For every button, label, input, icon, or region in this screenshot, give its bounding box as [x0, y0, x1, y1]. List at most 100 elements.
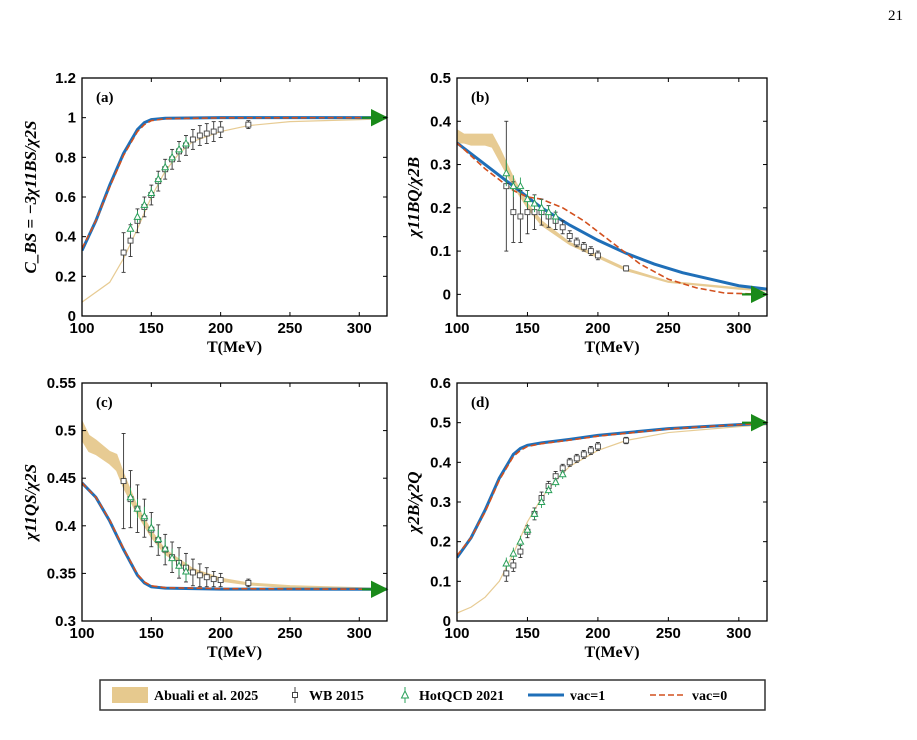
hotqcd-marker — [516, 181, 525, 190]
hotqcd-point — [181, 561, 191, 582]
hotqcd-marker — [523, 525, 532, 533]
hotqcd-marker — [154, 534, 163, 543]
wb-marker — [196, 572, 203, 579]
axes-frame — [81, 382, 388, 622]
hotqcd-marker — [154, 174, 163, 183]
wb-marker — [580, 243, 587, 250]
y-tick-label: 0.55 — [47, 375, 76, 392]
hotqcd-marker — [147, 188, 156, 197]
legend: Abuali et al. 2025 WB 2015 HotQCD 2021 vac=… — [99, 679, 766, 711]
legend-label: vac=0 — [692, 689, 727, 704]
hotqcd-marker — [551, 477, 560, 486]
x-tick-label: 200 — [208, 320, 233, 337]
hotqcd-marker — [544, 207, 553, 216]
wb-marker — [524, 209, 531, 216]
abuali-band — [457, 129, 767, 292]
wb-point — [120, 232, 127, 273]
wb-marker — [245, 121, 252, 128]
y-tick-label: 0.45 — [47, 470, 76, 487]
panel-label: (d) — [471, 395, 489, 411]
hotqcd-marker — [537, 203, 546, 211]
wb-marker — [510, 209, 517, 216]
hotqcd-point — [551, 209, 560, 223]
x-tick-label: 250 — [656, 320, 681, 337]
hotqcd-marker — [530, 509, 539, 517]
panel-label: (c) — [96, 395, 113, 411]
wb-marker — [573, 239, 580, 246]
wb-marker — [203, 574, 210, 581]
wb-marker — [559, 224, 566, 231]
wb-point — [566, 230, 573, 242]
y-tick-label: 0.8 — [55, 149, 76, 166]
wb-point — [623, 436, 630, 445]
wb-marker — [189, 136, 196, 143]
y-tick-label: 0.4 — [430, 454, 452, 471]
y-tick-label: 0.2 — [430, 534, 451, 551]
hotqcd-marker — [544, 485, 553, 494]
hotqcd-marker — [168, 152, 177, 161]
legend-label: vac=1 — [570, 689, 605, 704]
y-tick-label: 0 — [443, 286, 451, 303]
wb-point — [217, 121, 224, 138]
chart-panel-3: 100 150 200 250 300 0.3 0.35 0.4 0.45 0.5 0.55 (c) T… — [21, 375, 389, 661]
legend-swatch-triangle — [400, 689, 410, 699]
wb-marker — [573, 455, 580, 462]
hotqcd-point — [161, 161, 170, 174]
legend-item: WB 2015 — [292, 687, 364, 704]
hotqcd-marker — [551, 211, 560, 220]
chart-panel-1: 100 150 200 250 300 0 0.2 0.4 0.6 0.8 1 1.2 (a) T(MeV… — [21, 70, 389, 356]
x-tick-label: 250 — [656, 625, 681, 642]
wb-point — [559, 220, 566, 235]
hotqcd-point — [161, 539, 170, 559]
hotqcd-point — [530, 507, 539, 520]
hotqcd-marker — [530, 198, 539, 207]
plot-area — [457, 421, 767, 614]
hotqcd-marker — [509, 549, 518, 557]
hotqcd-point — [168, 548, 177, 568]
hotqcd-point — [523, 523, 532, 536]
y-tick-label: 0.2 — [430, 200, 451, 217]
axes-frame — [81, 77, 388, 317]
x-tick-label: 100 — [444, 320, 469, 337]
y-tick-label: 0.35 — [47, 565, 76, 582]
hotqcd-point — [558, 469, 567, 479]
hotqcd-marker — [181, 138, 191, 147]
axes-frame — [456, 382, 768, 622]
x-axis-label: T(MeV) — [207, 644, 262, 661]
wb-point — [510, 559, 517, 572]
y-tick-label: 0.3 — [55, 613, 76, 630]
x-tick-label: 250 — [277, 320, 302, 337]
y-tick-label: 0.1 — [430, 243, 451, 260]
wb-marker — [217, 126, 224, 133]
abuali-band — [457, 424, 767, 614]
hotqcd-marker — [126, 224, 135, 232]
wb-point — [196, 563, 203, 588]
wb-marker — [566, 232, 573, 239]
wb-point — [210, 571, 217, 588]
axes-frame — [456, 77, 768, 317]
hotqcd-point — [168, 151, 177, 164]
hotqcd-point — [537, 199, 546, 217]
y-tick-label: 0.3 — [430, 157, 451, 174]
hotqcd-marker — [147, 523, 156, 531]
hotqcd-point — [502, 160, 511, 187]
hotqcd-marker — [140, 511, 149, 520]
wb-point — [189, 129, 196, 150]
wb-marker — [594, 443, 601, 450]
y-tick-label: 0.6 — [430, 375, 451, 392]
hotqcd-point — [544, 485, 553, 495]
y-axis-label: χ2B/χ2Q — [404, 471, 423, 534]
y-tick-label: 0 — [443, 613, 451, 630]
wb-point — [196, 125, 203, 146]
hotqcd-marker — [161, 162, 170, 171]
wb-marker — [217, 577, 224, 584]
y-tick-label: 0.5 — [55, 423, 76, 440]
hotqcd-point — [175, 556, 184, 576]
wb-point — [203, 567, 210, 588]
x-tick-label: 150 — [515, 320, 540, 337]
wb-point — [594, 250, 601, 261]
wb-point — [203, 123, 210, 144]
hotqcd-marker — [140, 200, 149, 208]
legend-item: HotQCD 2021 — [400, 687, 504, 704]
